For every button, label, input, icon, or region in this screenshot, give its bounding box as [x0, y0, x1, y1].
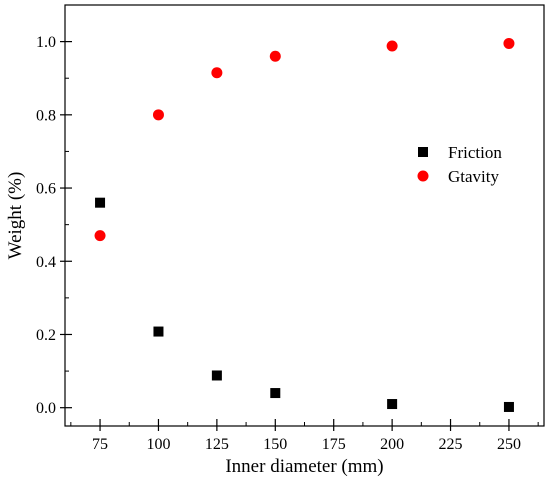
point-gtavity	[152, 109, 164, 121]
point-friction	[503, 401, 514, 412]
legend-marker-friction	[418, 147, 428, 157]
y-tick-label: 0.6	[36, 181, 56, 198]
point-friction	[270, 388, 281, 399]
x-tick-label: 175	[322, 436, 346, 453]
y-tick-label: 1.0	[36, 34, 56, 51]
y-tick-label: 0.4	[36, 254, 56, 271]
legend-label-gtavity: Gtavity	[448, 167, 499, 186]
y-axis-title: Weight (%)	[5, 172, 26, 260]
point-gtavity	[269, 50, 281, 62]
point-gtavity	[94, 230, 106, 242]
plot-frame	[64, 4, 545, 427]
data-marks	[94, 37, 515, 412]
legend: Friction Gtavity	[417, 143, 502, 186]
x-tick-label: 125	[205, 436, 229, 453]
point-gtavity	[211, 67, 223, 79]
y-tick-label: 0.0	[36, 400, 56, 417]
x-axis-title: Inner diameter (mm)	[225, 456, 383, 477]
x-tick-label: 75	[92, 436, 108, 453]
x-tick-label: 150	[263, 436, 287, 453]
y-tick-label: 0.8	[36, 107, 56, 124]
x-tick-label: 100	[146, 436, 170, 453]
legend-label-friction: Friction	[448, 143, 502, 162]
point-gtavity	[503, 37, 515, 49]
legend-marker-gtavity	[417, 170, 429, 182]
point-friction	[95, 197, 106, 208]
axis-ticks: 75 100 125 150 175 200 225 250 0.0 0.2 0.4 0.6 0.8 1.…	[36, 4, 539, 453]
x-tick-label: 250	[497, 436, 521, 453]
point-friction	[387, 399, 398, 410]
y-tick-label: 0.2	[36, 327, 56, 344]
point-gtavity	[386, 40, 398, 52]
x-tick-label: 225	[439, 436, 463, 453]
x-tick-label: 200	[380, 436, 404, 453]
point-friction	[211, 370, 222, 381]
point-friction	[153, 326, 164, 337]
